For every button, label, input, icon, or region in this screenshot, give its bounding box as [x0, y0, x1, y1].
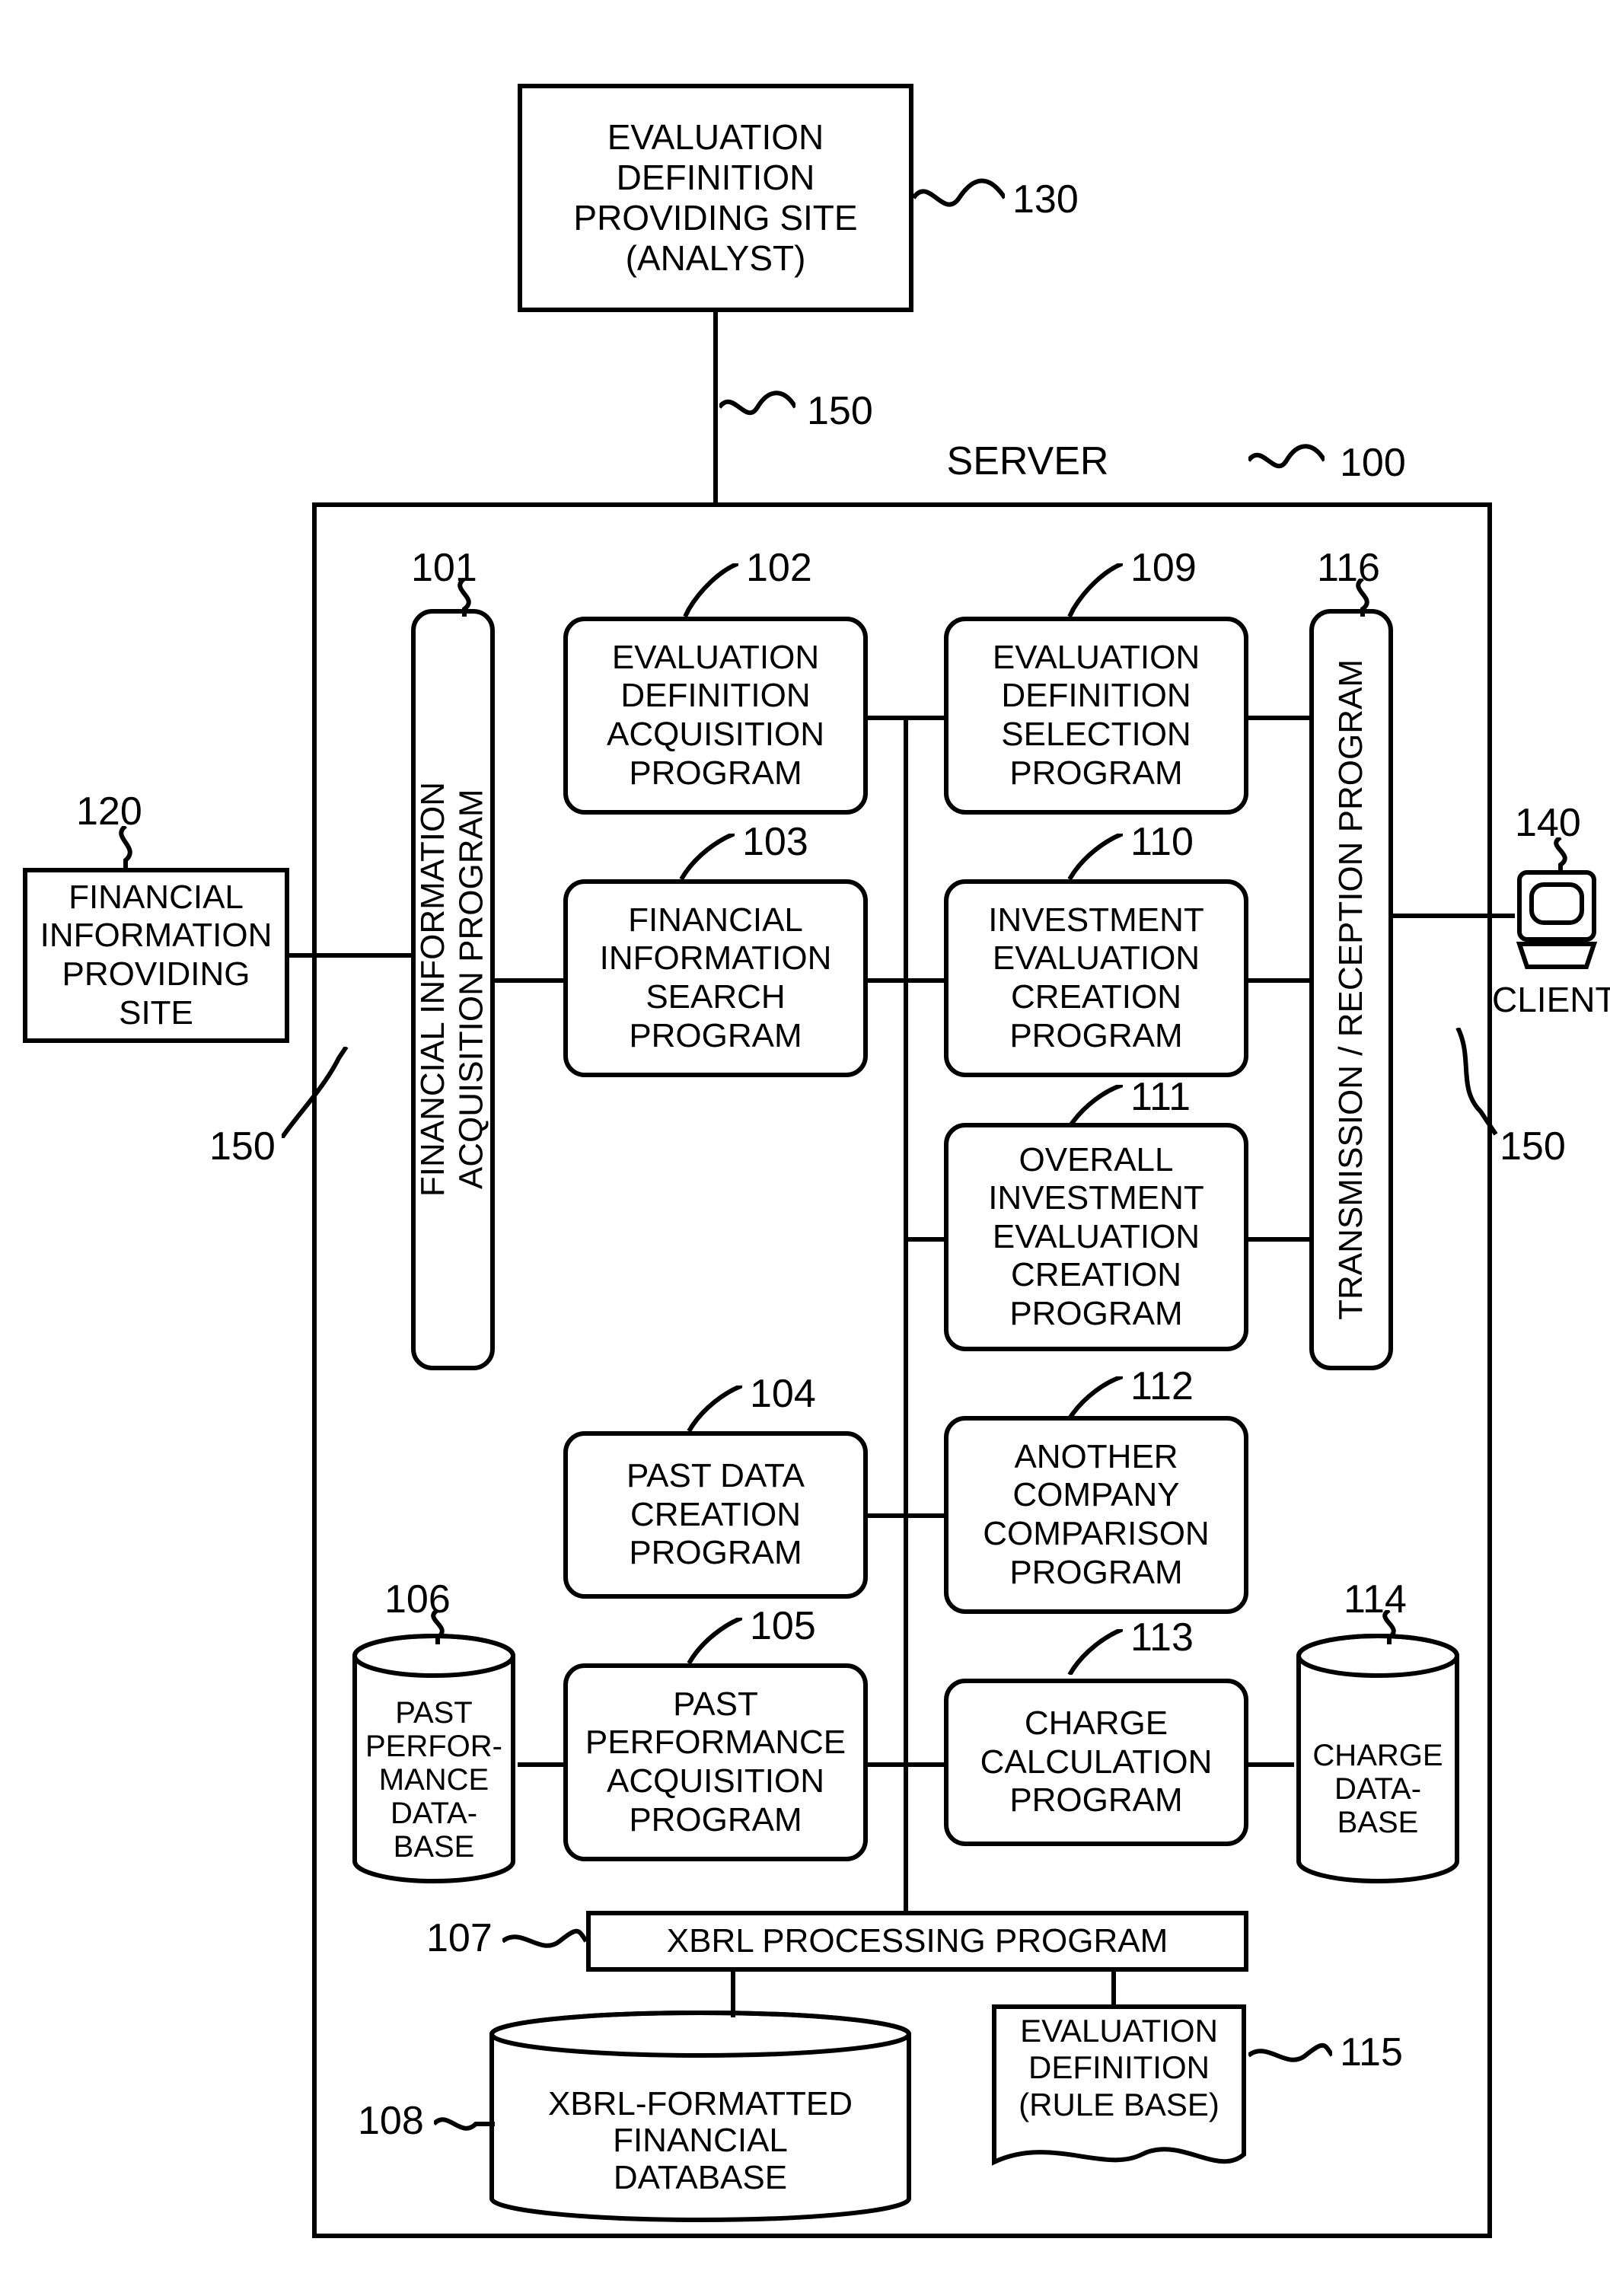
edge-bus-109 — [908, 716, 946, 720]
edge-bus-113 — [908, 1762, 946, 1767]
edge-116-140 — [1393, 914, 1515, 918]
lead-104: 104 — [750, 1374, 816, 1414]
node-107: XBRL PROCESSING PROGRAM — [586, 1911, 1248, 1972]
lead-111: 111 — [1130, 1077, 1191, 1117]
node-112: ANOTHER COMPANY COMPARISON PROGRAM — [944, 1416, 1248, 1614]
lead-140-tilde — [1545, 837, 1576, 872]
node-115-label: EVALUATION DEFINITION (RULE BASE) — [990, 2008, 1248, 2128]
node-108-label: XBRL-FORMATTED FINANCIAL DATABASE — [487, 2067, 913, 2215]
lead-103-tilde — [674, 834, 735, 879]
lead-102-tilde — [677, 563, 738, 617]
lead-101-tilde — [449, 579, 480, 617]
edge-103-bus — [868, 978, 906, 983]
node-120: FINANCIAL INFORMATION PROVIDING SITE — [23, 868, 289, 1043]
edge-113-114 — [1248, 1762, 1294, 1767]
diagram-canvas: EVALUATION DEFINITION PROVIDING SITE (AN… — [0, 0, 1610, 2296]
edge-110-116 — [1248, 978, 1309, 983]
edge-130-server — [713, 312, 718, 502]
node-105: PAST PERFORMANCE ACQUISITION PROGRAM — [563, 1663, 868, 1861]
lead-110: 110 — [1130, 822, 1194, 862]
node-116: TRANSMISSION / RECEPTION PROGRAM — [1309, 609, 1393, 1370]
lead-107: 107 — [426, 1918, 493, 1958]
node-111: OVERALL INVESTMENT EVALUATION CREATION P… — [944, 1123, 1248, 1351]
lead-111-tilde — [1062, 1085, 1123, 1127]
lead-112: 112 — [1130, 1366, 1194, 1406]
node-106: PAST PERFOR- MANCE DATA- BASE — [350, 1633, 518, 1884]
lead-105-tilde — [681, 1618, 742, 1663]
lead-105: 105 — [750, 1606, 816, 1646]
lead-113: 113 — [1130, 1618, 1194, 1657]
label-client: CLIENT — [1492, 982, 1610, 1017]
edge-107-115 — [1111, 1972, 1116, 2006]
lead-150b-tilde — [282, 1047, 350, 1138]
node-101: FINANCIAL INFORMATION ACQUISITION PROGRA… — [411, 609, 495, 1370]
lead-104-tilde — [681, 1386, 742, 1431]
edge-107-108 — [731, 1972, 735, 2017]
edge-120-101 — [289, 953, 411, 958]
lead-112-tilde — [1062, 1376, 1123, 1418]
lead-115-tilde — [1248, 2040, 1332, 2071]
lead-130-tilde — [913, 175, 1005, 221]
edge-109-116 — [1248, 716, 1309, 720]
lead-109: 109 — [1130, 548, 1197, 588]
edge-101-103 — [495, 978, 563, 983]
lead-120-tilde — [110, 826, 141, 868]
node-115: EVALUATION DEFINITION (RULE BASE) — [990, 2002, 1248, 2177]
lead-116-tilde — [1347, 579, 1378, 617]
edge-105-bus — [868, 1762, 906, 1767]
node-116-label: TRANSMISSION / RECEPTION PROGRAM — [1332, 659, 1371, 1320]
lead-108-tilde — [434, 2109, 495, 2139]
lead-150a: 150 — [807, 388, 873, 434]
node-104: PAST DATA CREATION PROGRAM — [563, 1431, 868, 1599]
lead-103: 103 — [742, 822, 808, 862]
lead-109-tilde — [1062, 563, 1123, 617]
label-server: SERVER — [929, 442, 1127, 481]
node-analyst: EVALUATION DEFINITION PROVIDING SITE (AN… — [518, 84, 913, 312]
node-108: XBRL-FORMATTED FINANCIAL DATABASE — [487, 2010, 913, 2223]
lead-106-tilde — [422, 1610, 453, 1644]
edge-bus-110 — [908, 978, 946, 983]
node-113: CHARGE CALCULATION PROGRAM — [944, 1679, 1248, 1846]
edge-104-bus — [868, 1513, 906, 1518]
node-106-label: PAST PERFOR- MANCE DATA- BASE — [350, 1682, 518, 1877]
lead-150a-tilde — [719, 388, 795, 426]
lead-100: 100 — [1340, 440, 1406, 486]
edge-102-bus — [868, 716, 906, 720]
lead-114-tilde — [1374, 1610, 1404, 1644]
edge-111-116 — [1248, 1237, 1309, 1242]
lead-110-tilde — [1062, 834, 1123, 879]
lead-102: 102 — [746, 548, 812, 588]
lead-108: 108 — [358, 2101, 424, 2141]
lead-150c: 150 — [1500, 1127, 1566, 1166]
bus-vertical — [904, 716, 908, 1911]
edge-106-105 — [518, 1762, 563, 1767]
lead-130: 130 — [1012, 177, 1079, 222]
lead-107-tilde — [502, 1926, 586, 1956]
node-102: EVALUATION DEFINITION ACQUISITION PROGRA… — [563, 617, 868, 815]
node-103: FINANCIAL INFORMATION SEARCH PROGRAM — [563, 879, 868, 1077]
lead-100-tilde — [1248, 442, 1325, 480]
edge-bus-111 — [908, 1237, 946, 1242]
lead-113-tilde — [1062, 1629, 1123, 1675]
lead-115: 115 — [1340, 2033, 1403, 2072]
node-110: INVESTMENT EVALUATION CREATION PROGRAM — [944, 879, 1248, 1077]
edge-bus-112 — [908, 1513, 946, 1518]
node-114: CHARGE DATA- BASE — [1294, 1633, 1462, 1884]
node-109: EVALUATION DEFINITION SELECTION PROGRAM — [944, 617, 1248, 815]
node-140 — [1515, 868, 1599, 974]
node-101-label: FINANCIAL INFORMATION ACQUISITION PROGRA… — [414, 782, 491, 1197]
lead-150b: 150 — [209, 1127, 276, 1166]
node-114-label: CHARGE DATA- BASE — [1294, 1701, 1462, 1877]
